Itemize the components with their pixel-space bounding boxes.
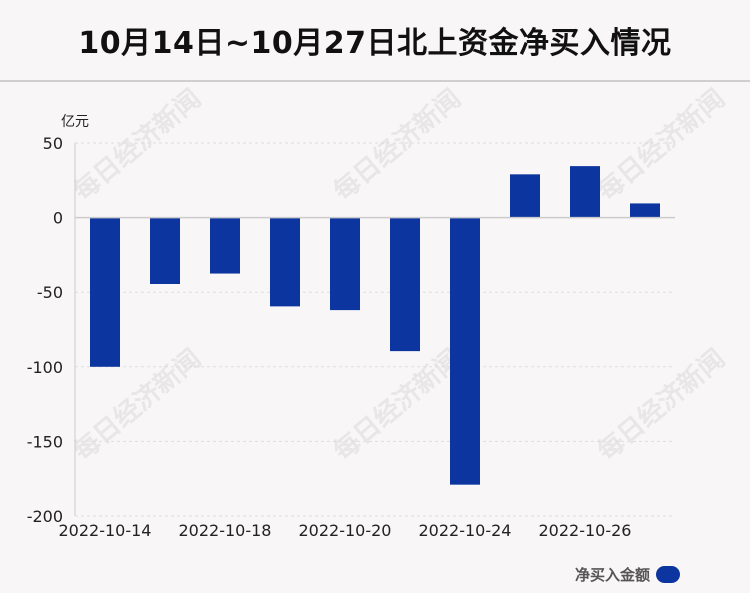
y-tick-label: -200 bbox=[27, 507, 63, 526]
x-tick-label: 2022-10-26 bbox=[539, 521, 632, 540]
y-axis-unit-label: 亿元 bbox=[61, 114, 89, 130]
legend-swatch bbox=[656, 565, 681, 583]
bar-2022-10-21 bbox=[390, 217, 420, 352]
bar-2022-10-19 bbox=[270, 217, 300, 307]
bar-2022-10-26 bbox=[570, 166, 600, 218]
y-tick-label: -50 bbox=[37, 283, 63, 302]
legend-label: 净买入金额 bbox=[575, 565, 651, 584]
chart-title: 10月14日~10月27日北上资金净买入情况 bbox=[78, 26, 672, 61]
title-divider bbox=[0, 80, 750, 82]
bar-2022-10-25 bbox=[510, 174, 540, 218]
x-tick-label: 2022-10-24 bbox=[419, 521, 512, 540]
x-tick-label: 2022-10-20 bbox=[299, 521, 392, 540]
bar-2022-10-17 bbox=[150, 217, 180, 284]
y-tick-label: -100 bbox=[27, 358, 63, 377]
x-tick-label: 2022-10-18 bbox=[179, 521, 272, 540]
y-tick-label: -150 bbox=[27, 432, 63, 451]
bar-2022-10-14 bbox=[90, 217, 120, 367]
x-tick-label: 2022-10-14 bbox=[59, 521, 152, 540]
bar-2022-10-27 bbox=[630, 203, 660, 218]
bar-2022-10-18 bbox=[210, 217, 240, 274]
legend: 净买入金额 bbox=[575, 563, 681, 585]
y-tick-label: 0 bbox=[53, 209, 63, 228]
bar-2022-10-24 bbox=[450, 217, 480, 485]
bar-2022-10-20 bbox=[330, 217, 360, 311]
y-tick-label: 50 bbox=[43, 134, 63, 153]
